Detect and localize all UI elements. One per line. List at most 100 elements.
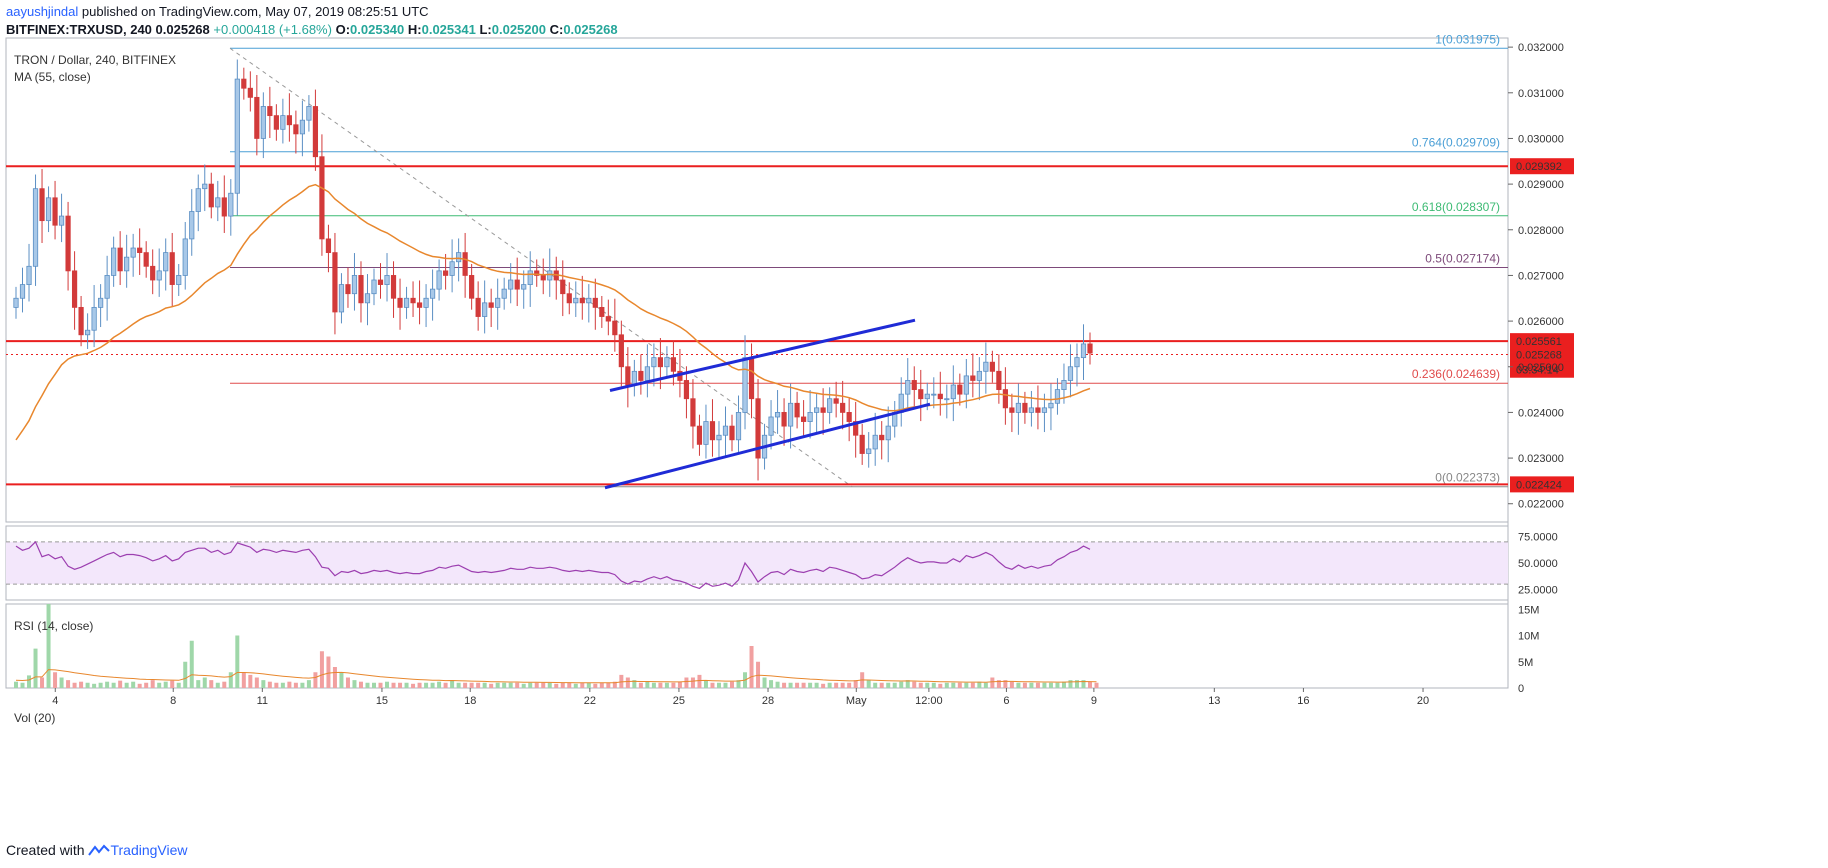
volume-bar xyxy=(716,682,721,688)
volume-tick-label: 5M xyxy=(1518,657,1533,669)
volume-bar xyxy=(274,682,279,688)
volume-bar xyxy=(1003,680,1008,688)
chart-title: TRON / Dollar, 240, BITFINEX xyxy=(14,53,176,67)
candle-body xyxy=(599,306,605,317)
candle-body xyxy=(19,284,26,299)
volume-bar xyxy=(671,682,676,688)
volume-bar xyxy=(1094,682,1099,688)
candle-body xyxy=(566,293,572,304)
ma55-line xyxy=(15,183,1091,441)
candle-body xyxy=(1035,407,1041,413)
candle-body xyxy=(501,288,507,299)
candle-body xyxy=(234,78,240,194)
candle-body xyxy=(560,279,566,295)
volume-bar xyxy=(196,680,201,688)
volume-bar xyxy=(1009,681,1014,688)
symbol-text: BITFINEX:TRXUSD, 240 xyxy=(6,22,152,37)
price-tag xyxy=(1510,346,1574,363)
volume-bar xyxy=(951,682,956,688)
candle-body xyxy=(371,279,377,295)
candle-body xyxy=(521,284,527,290)
candle-body xyxy=(540,275,546,281)
volume-bar xyxy=(339,672,344,688)
candle-body xyxy=(696,425,703,445)
candle-body xyxy=(416,302,423,308)
candle-body xyxy=(1048,402,1054,409)
x-tick-label: May xyxy=(846,695,867,707)
high-value: 0.025341 xyxy=(421,22,476,37)
candle-body xyxy=(846,412,852,422)
candle-body xyxy=(885,425,891,441)
volume-bar xyxy=(306,680,311,688)
volume-bar xyxy=(1088,681,1092,688)
candle-body xyxy=(683,380,690,400)
candle-body xyxy=(482,302,488,317)
candle-body xyxy=(827,398,833,413)
volume-bar xyxy=(625,677,630,688)
x-tick-label: 22 xyxy=(584,695,596,707)
volume-bar xyxy=(710,682,715,688)
fib-level-label: 0(0.022373) xyxy=(1435,471,1500,485)
last-price: 0.025268 xyxy=(155,22,210,37)
candle-body xyxy=(573,297,579,304)
x-tick-label: 12:00 xyxy=(915,695,943,707)
candle-body xyxy=(774,412,781,418)
volume-bar xyxy=(677,681,682,688)
candle-body xyxy=(85,329,91,336)
volume-bar xyxy=(821,683,826,688)
volume-bar xyxy=(27,675,32,688)
x-tick-label: 8 xyxy=(170,695,176,707)
volume-bar xyxy=(1068,680,1073,688)
author-link[interactable]: aayushjindal xyxy=(6,4,79,19)
candle-body xyxy=(312,106,319,158)
y-tick-label: 0.027000 xyxy=(1518,270,1564,282)
rsi-band xyxy=(6,541,1508,585)
level-price-label: 0.025561 xyxy=(1516,336,1562,348)
volume-bar xyxy=(437,681,442,688)
volume-bar xyxy=(313,672,318,688)
x-tick-label: 28 xyxy=(762,695,774,707)
volume-bar xyxy=(938,683,943,688)
y-tick-label: 0.023000 xyxy=(1518,453,1564,465)
x-tick-label: 18 xyxy=(464,695,476,707)
fib-level-label: 0.764(0.029709) xyxy=(1412,136,1500,150)
volume-bar xyxy=(782,682,787,688)
candle-body xyxy=(1054,389,1061,404)
volume-bar xyxy=(736,680,741,688)
candle-body xyxy=(905,380,911,395)
volume-bar xyxy=(14,681,18,688)
tradingview-icon xyxy=(88,844,111,856)
candle-body xyxy=(98,297,104,308)
candle-body xyxy=(91,306,97,331)
candle-body xyxy=(735,412,742,441)
candle-body xyxy=(410,297,416,304)
volume-bar xyxy=(391,682,396,688)
candle-body xyxy=(703,421,709,445)
tradingview-logo[interactable]: TradingView xyxy=(88,842,188,858)
volume-bar xyxy=(463,682,468,688)
volume-bar xyxy=(899,681,904,688)
candle-body xyxy=(801,416,807,422)
volume-bar xyxy=(20,682,25,688)
x-tick-label: 15 xyxy=(376,695,388,707)
volume-bar xyxy=(254,677,259,688)
volume-bar xyxy=(801,682,806,688)
candle-body xyxy=(618,334,624,368)
volume-bar xyxy=(163,681,168,688)
volume-bar xyxy=(495,682,500,688)
candle-body xyxy=(286,115,292,126)
volume-bar xyxy=(300,682,305,688)
volume-bar xyxy=(111,682,116,688)
level-price-tag xyxy=(1510,158,1574,175)
candle-body xyxy=(32,188,39,267)
candle-body xyxy=(299,119,306,135)
candle-body xyxy=(442,270,449,276)
volume-bar xyxy=(651,682,656,688)
candle-body xyxy=(963,375,969,395)
volume-bar xyxy=(209,680,214,688)
volume-bar xyxy=(33,648,38,688)
volume-bar xyxy=(105,681,110,688)
candle-body xyxy=(267,106,273,117)
candle-body xyxy=(293,124,299,135)
